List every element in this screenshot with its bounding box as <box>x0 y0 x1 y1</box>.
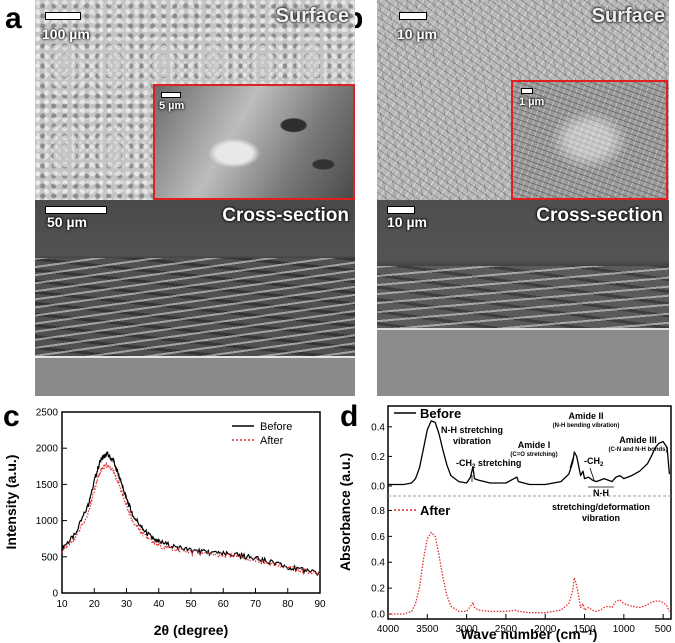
film-layer <box>35 258 355 356</box>
x-tick-label: 4000 <box>377 624 400 635</box>
x-tick-label: 3000 <box>455 624 478 635</box>
scale-label: 10 µm <box>387 214 427 230</box>
y-tick-label: 0 <box>52 589 58 600</box>
substrate <box>35 356 355 396</box>
y-tick-label: 0.2 <box>371 584 385 595</box>
y-tick-label: 0.0 <box>371 482 385 493</box>
xrd-chart: 10 20 30 40 50 60 70 80 90 0 500 1000 1500 2000 2500 B… <box>3 408 326 639</box>
y-tick-label: 2500 <box>36 408 59 419</box>
annotation-amide-i: Amide I <box>518 440 551 450</box>
y-tick-label: 500 <box>41 552 58 563</box>
annotation-amide-ii-detail: (N-H bending vibration) <box>553 423 620 429</box>
series-after <box>61 461 321 577</box>
y-tick-label: 0.8 <box>371 506 385 517</box>
x-tick-label: 20 <box>89 599 101 610</box>
y-tick-label: 0.6 <box>371 532 385 543</box>
x-tick-label: 50 <box>185 599 197 610</box>
legend-entry-before: Before <box>260 421 292 433</box>
y-tick-label: 0.0 <box>371 610 385 621</box>
x-tick-label: 1000 <box>613 624 636 635</box>
scale-label: 10 µm <box>397 26 437 42</box>
x-tick-label: 500 <box>655 624 672 635</box>
inset-scale-label: 1 µm <box>519 96 545 108</box>
legend-entry-after: After <box>420 503 450 518</box>
annotation-nh-deformation: N-H <box>593 488 609 498</box>
x-tick-label: 2000 <box>534 624 557 635</box>
legend-entry-after: After <box>260 435 284 447</box>
series-before <box>388 420 671 486</box>
x-tick-label: 60 <box>218 599 230 610</box>
scale-label: 100 µm <box>42 26 90 42</box>
surface-title: Surface <box>275 5 349 27</box>
x-axis-label: 2θ (degree) <box>154 622 228 638</box>
ftir-chart: 4000 3500 3000 2500 2000 1500 1000 500 0.0 0.2 0.4… <box>338 405 672 642</box>
annotation-nh-deformation: vibration <box>582 513 620 523</box>
scale-bar <box>45 206 107 214</box>
annotation-amide-iii: Amide III <box>619 435 657 445</box>
x-tick-label: 80 <box>282 599 294 610</box>
x-tick-label: 3500 <box>416 624 439 635</box>
annotation-amide-i-detail: (C=O stretching) <box>510 452 557 458</box>
x-tick-label: 1500 <box>573 624 596 635</box>
annotation-nh-deformation: stretching/deformation <box>552 502 650 512</box>
scale-bar <box>399 12 427 20</box>
y-axis-label: Intensity (a.u.) <box>3 455 19 550</box>
panel-label-a: a <box>5 2 22 35</box>
x-tick-label: 40 <box>153 599 165 610</box>
panel-label-c: c <box>3 400 20 433</box>
x-tick-label: 90 <box>314 599 326 610</box>
x-tick-label: 10 <box>56 599 68 610</box>
series-after <box>388 531 670 615</box>
annotation-amide-iii-detail: (C-N and N-H bonds) <box>609 447 668 453</box>
annotation-ch2-stretching: -CH2 stretching <box>456 458 521 470</box>
y-tick-label: 2000 <box>36 444 59 455</box>
x-tick-label: 70 <box>250 599 262 610</box>
y-tick-label: 0.4 <box>371 558 385 569</box>
substrate <box>377 328 669 396</box>
surface-title: Surface <box>591 5 665 27</box>
panel-label-d: d <box>340 400 359 433</box>
sem-inset-a: 5 µm <box>153 84 355 200</box>
inset-scale-bar <box>521 88 533 94</box>
y-tick-label: 1000 <box>36 516 59 527</box>
x-axis-label: Wave number (cm⁻¹) <box>461 626 598 642</box>
annotation-nh-stretching: N-H stretching <box>441 425 503 435</box>
sem-surface-b: 10 µm Surface 1 µm <box>377 0 669 200</box>
legend-entry-before: Before <box>420 406 461 421</box>
series-before <box>61 451 321 576</box>
arrow <box>569 457 574 469</box>
plot-frame <box>387 405 672 620</box>
y-axis-label: Absorbance (a.u.) <box>338 453 353 571</box>
arrow <box>589 467 595 481</box>
scale-bar <box>45 12 81 20</box>
sem-surface-a: 100 µm Surface 5 µm <box>35 0 355 200</box>
annotation-ch2: -CH2 <box>584 456 604 468</box>
annotation-arrows <box>471 457 614 488</box>
sem-cross-b: 10 µm Cross-section <box>377 200 669 396</box>
scale-label: 50 µm <box>47 214 87 230</box>
inset-scale-bar <box>161 92 181 98</box>
scale-bar <box>387 206 415 214</box>
x-tick-label: 30 <box>121 599 133 610</box>
annotation-nh-stretching: vibration <box>453 436 491 446</box>
annotation-amide-ii: Amide II <box>568 411 603 421</box>
sem-cross-a: 50 µm Cross-section <box>35 200 355 396</box>
cross-section-title: Cross-section <box>222 205 349 226</box>
y-tick-label: 0.2 <box>371 452 385 463</box>
inset-scale-label: 5 µm <box>159 100 185 112</box>
x-tick-label: 2500 <box>495 624 518 635</box>
cross-section-title: Cross-section <box>536 205 663 226</box>
film-layer <box>377 266 669 328</box>
y-tick-label: 1500 <box>36 480 59 491</box>
sem-inset-b: 1 µm <box>511 80 668 200</box>
y-tick-label: 0.4 <box>371 422 385 433</box>
